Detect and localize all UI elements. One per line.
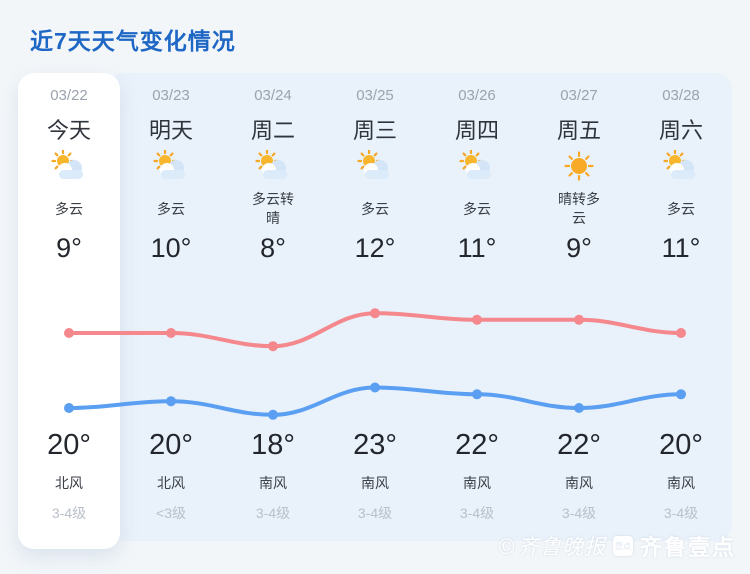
- low-temp-line-point: [166, 396, 176, 407]
- wind-level: 3-4级: [561, 505, 597, 521]
- wind-direction: 北风: [55, 475, 83, 491]
- high-temp: 23°: [353, 429, 397, 461]
- high-temp-line-point: [676, 328, 686, 338]
- wind-direction: 北风: [157, 475, 185, 491]
- day-label: 周五: [556, 118, 601, 143]
- high-temp-line-point: [268, 341, 278, 352]
- low-temp-line-point: [64, 403, 74, 413]
- sunny-icon: [528, 149, 630, 183]
- wind-direction: 南风: [667, 475, 695, 491]
- low-temp-line-point: [370, 382, 380, 393]
- condition-label: 多云: [463, 200, 491, 217]
- day-column: 03/25 周三 多云 12° 23° 南风 3-4级: [324, 73, 426, 523]
- wind-level: 3-4级: [459, 505, 495, 521]
- high-temp-line-point: [370, 308, 380, 319]
- condition-label: 多云: [361, 200, 389, 217]
- watermark-brand-text: 齐鲁壹点: [639, 535, 736, 560]
- forecast-grid-cols: 03/22 今天 多云 9° 20° 北风 3-4级 03/23 明天 多云 1…: [18, 73, 732, 523]
- page-title: 近7天天气变化情况: [30, 28, 236, 54]
- day-column: 03/24 周二 多云转晴 8° 18° 南风 3-4级: [222, 73, 324, 523]
- low-temp: 11°: [457, 233, 497, 263]
- low-temp-line-point: [268, 409, 278, 420]
- partly-cloudy-icon: [324, 149, 426, 183]
- wind-direction: 南风: [259, 475, 287, 491]
- high-temp-line-point: [64, 328, 74, 338]
- condition-label: 多云: [55, 200, 83, 217]
- low-temp: 9°: [566, 233, 592, 263]
- day-label: 周六: [658, 118, 703, 143]
- partly-cloudy-icon: [18, 149, 120, 183]
- high-temp: 20°: [47, 429, 91, 461]
- day-column: 03/26 周四 多云 11° 22° 南风 3-4级: [426, 73, 528, 523]
- today-card: [18, 73, 120, 549]
- high-temp: 20°: [659, 429, 703, 461]
- forecast-grid: 03/22 今天 多云 9° 20° 北风 3-4级 03/23 明天 多云 1…: [18, 73, 732, 549]
- high-temp-line-point: [472, 314, 482, 325]
- partly-cloudy-icon: [120, 149, 222, 183]
- condition-label: 多云: [157, 200, 185, 217]
- partly-cloudy-icon: [426, 149, 528, 183]
- low-temp: 8°: [260, 233, 286, 263]
- date-label: 03/26: [458, 87, 496, 104]
- temperature-chart: [64, 308, 686, 420]
- date-label: 03/27: [560, 87, 598, 104]
- wind-direction: 南风: [463, 475, 491, 491]
- date-label: 03/28: [662, 87, 700, 104]
- low-temp-line-point: [676, 389, 686, 400]
- day-column: 03/28 周六 多云 11° 20° 南风 3-4级: [630, 73, 732, 523]
- high-temp-line-point: [166, 328, 176, 338]
- day-label: 今天: [46, 118, 91, 143]
- day-column: 03/23 明天 多云 10° 20° 北风 <3级: [120, 73, 222, 523]
- day-column: 03/22 今天 多云 9° 20° 北风 3-4级: [18, 73, 120, 523]
- partly-cloudy-icon: [222, 149, 324, 183]
- wind-level: 3-4级: [51, 505, 87, 521]
- date-label: 03/24: [254, 87, 292, 104]
- day-column: 03/27 周五 晴转多云 9° 22° 南风 3-4级: [528, 73, 630, 523]
- high-temp-line: [64, 308, 686, 352]
- date-label: 03/23: [152, 87, 190, 104]
- condition-label: 多云: [667, 200, 695, 217]
- low-temp-line-point: [574, 403, 584, 413]
- condition-label: 多云转晴: [252, 191, 294, 226]
- wind-level: <3级: [156, 505, 186, 521]
- high-temp: 22°: [455, 429, 499, 461]
- high-temp: 22°: [557, 429, 601, 461]
- day-label: 明天: [148, 118, 193, 143]
- partly-cloudy-icon: [630, 149, 732, 183]
- wind-level: 3-4级: [255, 505, 291, 521]
- day-label: 周二: [250, 118, 295, 143]
- forecast-panel-background: [108, 73, 732, 541]
- wind-level: 3-4级: [663, 505, 699, 521]
- day-label: 周四: [454, 118, 499, 143]
- date-label: 03/25: [356, 87, 394, 104]
- wind-direction: 南风: [565, 475, 593, 491]
- high-temp-line-point: [574, 314, 584, 325]
- low-temp: 9°: [56, 233, 82, 263]
- date-label: 03/22: [50, 87, 88, 104]
- high-temp: 18°: [251, 429, 295, 461]
- high-temp: 20°: [149, 429, 193, 461]
- watermark: ©齐鲁晚报 壹点 齐鲁壹点: [496, 530, 736, 562]
- low-temp: 10°: [150, 233, 192, 263]
- low-temp-line-point: [472, 389, 482, 400]
- day-label: 周三: [352, 118, 397, 143]
- wind-direction: 南风: [361, 475, 389, 491]
- condition-label: 晴转多云: [558, 191, 600, 226]
- wind-level: 3-4级: [357, 505, 393, 521]
- yidian-badge-icon: 壹点: [612, 536, 633, 556]
- low-temp-line: [64, 382, 686, 420]
- watermark-script-logo: ©齐鲁晚报: [495, 535, 606, 559]
- low-temp: 11°: [661, 233, 701, 263]
- low-temp: 12°: [354, 233, 396, 263]
